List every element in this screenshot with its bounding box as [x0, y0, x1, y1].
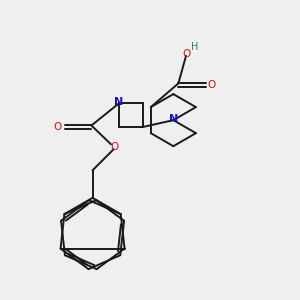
Text: O: O	[208, 80, 216, 90]
Text: N: N	[114, 97, 124, 107]
Text: O: O	[182, 49, 190, 59]
Text: N: N	[169, 114, 178, 124]
Text: O: O	[110, 142, 118, 152]
Text: H: H	[191, 42, 198, 52]
Text: O: O	[54, 122, 62, 132]
